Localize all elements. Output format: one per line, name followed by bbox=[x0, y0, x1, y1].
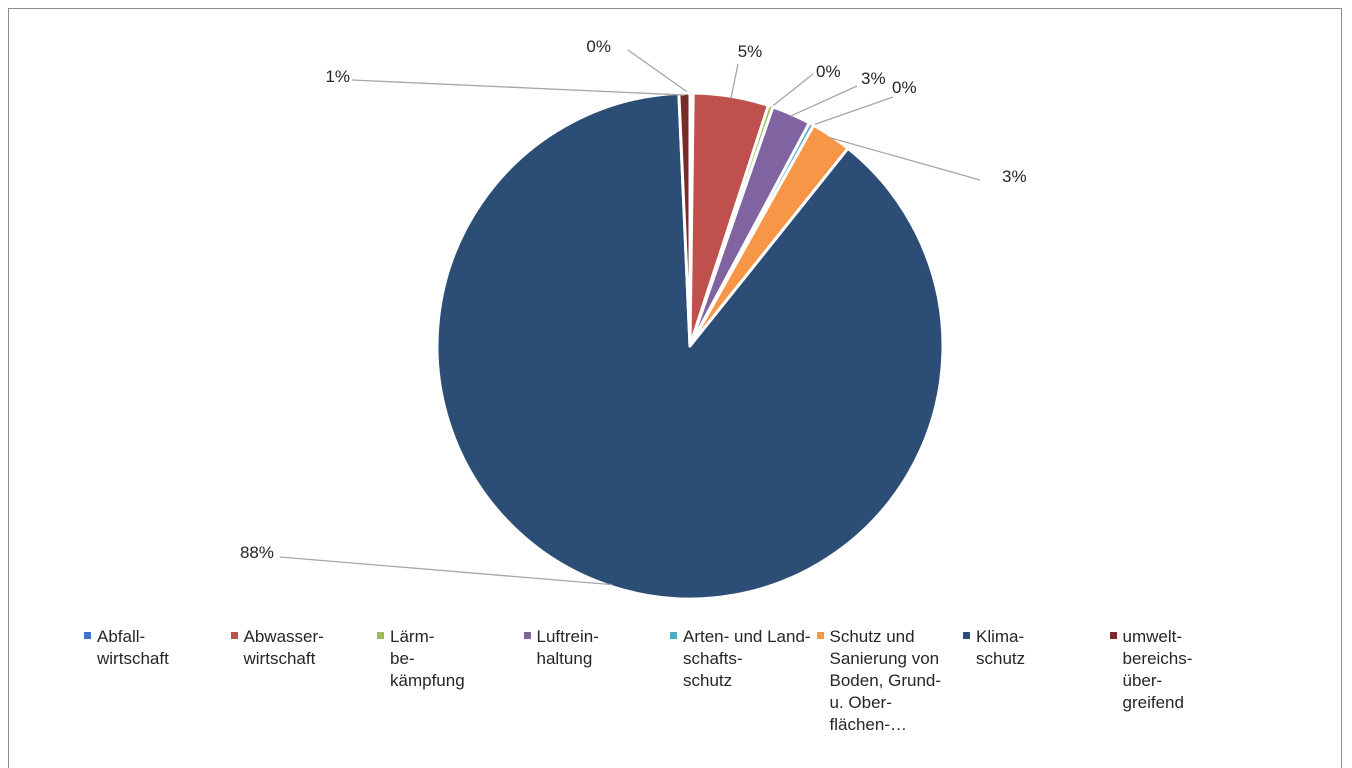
legend-item: Abfall- wirtschaft bbox=[84, 626, 169, 670]
legend-label: umwelt- bereichs- über- greifend bbox=[1122, 627, 1193, 712]
legend-label: Abwasser- wirtschaft bbox=[243, 627, 324, 668]
legend-item: Luftrein- haltung bbox=[523, 626, 599, 670]
leader-line bbox=[790, 85, 858, 117]
legend-label: Schutz und Sanierung von Boden, Grund- u… bbox=[829, 627, 942, 734]
legend-item: Schutz und Sanierung von Boden, Grund- u… bbox=[816, 626, 942, 736]
legend-item: Klima- schutz bbox=[963, 626, 1025, 670]
legend-swatch bbox=[230, 632, 238, 639]
legend-swatch bbox=[1109, 632, 1117, 639]
legend-swatch bbox=[523, 632, 531, 639]
legend-item: umwelt- bereichs- über- greifend bbox=[1109, 626, 1193, 714]
pie-slice bbox=[677, 91, 692, 348]
slice-data-label: 3% bbox=[1002, 167, 1027, 186]
legend-label: Abfall- wirtschaft bbox=[97, 627, 169, 668]
pie-chart: 0% 5% 0% 3% 0% 3% 88% 1% bbox=[240, 37, 1027, 601]
slice-data-label: 3% bbox=[861, 69, 886, 88]
slice-data-label: 0% bbox=[892, 78, 917, 97]
slice-data-label: 0% bbox=[816, 62, 841, 81]
legend-swatch bbox=[963, 632, 970, 639]
legend-item: Lärm- be- kämpfung bbox=[377, 626, 465, 692]
legend-label: Klima- schutz bbox=[976, 627, 1026, 668]
slice-data-label: 5% bbox=[738, 42, 763, 61]
legend: Abfall- wirtschaft Abwasser- wirtschaft Lä… bbox=[84, 626, 1334, 756]
legend-label: Arten- und Land- schafts- schutz bbox=[683, 627, 811, 690]
slice-data-label: 1% bbox=[325, 67, 350, 86]
legend-swatch bbox=[377, 632, 384, 639]
chart-frame bbox=[8, 8, 1342, 768]
slice-data-label: 0% bbox=[586, 37, 611, 56]
leader-line bbox=[730, 63, 739, 99]
legend-label: Lärm- be- kämpfung bbox=[390, 627, 465, 690]
legend-swatch bbox=[84, 632, 91, 639]
legend-label: Luftrein- haltung bbox=[536, 627, 599, 668]
leader-line bbox=[351, 79, 685, 96]
slice-data-label: 88% bbox=[240, 543, 274, 562]
legend-swatch bbox=[816, 632, 824, 639]
legend-item: Abwasser- wirtschaft bbox=[230, 626, 324, 670]
leader-line bbox=[810, 96, 894, 127]
leader-line bbox=[279, 556, 613, 586]
legend-item: Arten- und Land- schafts- schutz bbox=[670, 626, 811, 692]
leader-line bbox=[829, 137, 981, 181]
legend-swatch bbox=[670, 632, 677, 639]
leader-line bbox=[769, 73, 814, 109]
leader-line bbox=[627, 49, 692, 96]
